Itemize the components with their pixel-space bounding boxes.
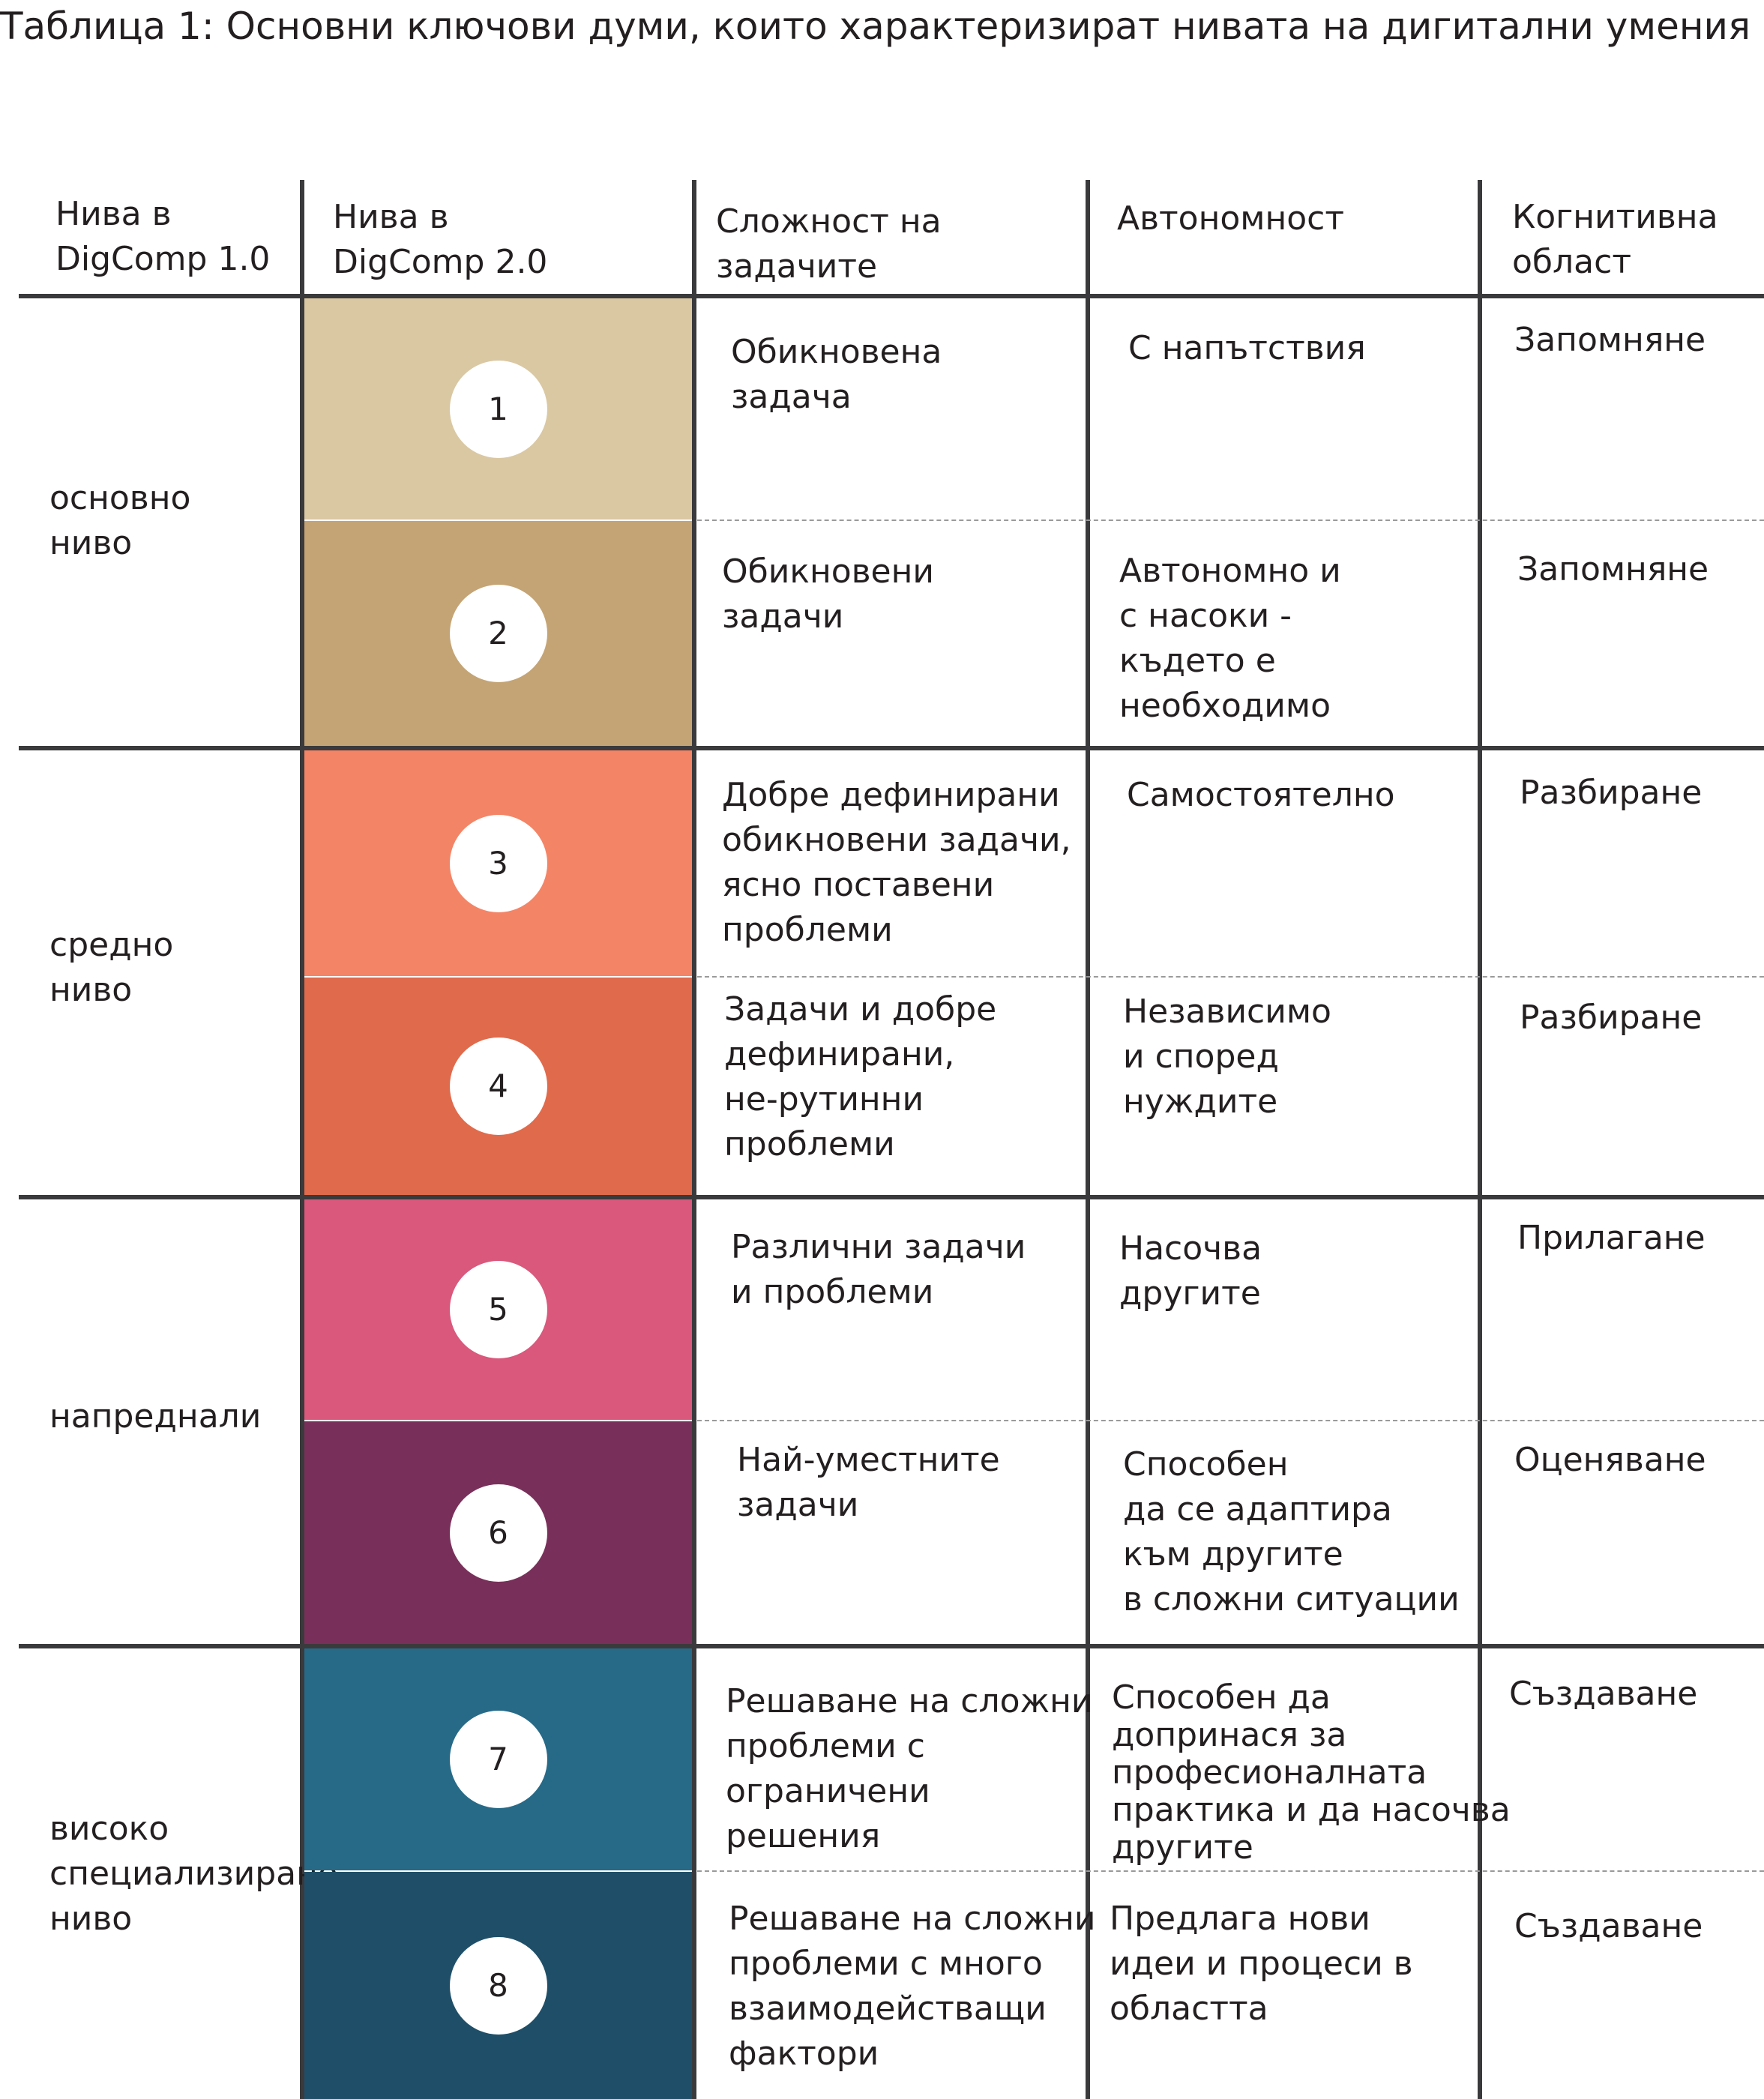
header-digcomp-1: Нива в DigComp 1.0 xyxy=(55,195,271,278)
column-divider xyxy=(692,180,696,2099)
level-band-5: 5 xyxy=(304,1199,692,1420)
autonomy-cell: Независимо и според нуждите xyxy=(1123,993,1331,1121)
cognitive-cell: Създаване xyxy=(1509,1675,1698,1713)
level-band-2: 2 xyxy=(304,521,692,746)
level-number-badge: 6 xyxy=(449,1484,547,1582)
complexity-cell: Обикновени задачи xyxy=(722,552,934,636)
complexity-cell: Различни задачи и проблеми xyxy=(731,1228,1026,1311)
column-divider xyxy=(1086,180,1090,2099)
group-label-basic: основно ниво xyxy=(49,479,191,562)
cognitive-cell: Запомняне xyxy=(1517,550,1709,588)
group-label-highly-specialised: високо специализирано ниво xyxy=(49,1810,338,1938)
autonomy-cell: Насочва другите xyxy=(1119,1229,1262,1313)
row-divider xyxy=(697,1870,1764,1872)
autonomy-cell: Автономно и с насоки - където е необходи… xyxy=(1119,552,1341,725)
autonomy-cell: Самостоятелно xyxy=(1127,776,1395,814)
complexity-cell: Задачи и добре дефинирани, не-рутинни пр… xyxy=(724,990,997,1163)
autonomy-cell: Способен да допринася за професионалната… xyxy=(1112,1678,1511,1867)
level-band-8: 8 xyxy=(304,1872,692,2099)
cognitive-cell: Оценяване xyxy=(1514,1441,1706,1479)
complexity-cell: Обикновена задача xyxy=(731,333,942,416)
group-divider xyxy=(19,1644,1764,1648)
level-number-badge: 7 xyxy=(449,1711,547,1808)
level-number-badge: 8 xyxy=(449,1936,547,2035)
group-label-advanced: напреднали xyxy=(49,1397,262,1436)
level-band-7: 7 xyxy=(304,1648,692,1870)
autonomy-cell: Предлага нови идеи и процеси в областта xyxy=(1110,1900,1413,2028)
level-band-1: 1 xyxy=(304,298,692,520)
table-caption: Таблица 1: Основни ключови думи, които х… xyxy=(0,4,1751,48)
autonomy-cell: С напътствия xyxy=(1128,329,1366,367)
complexity-cell: Решаване на сложни проблеми с много взаи… xyxy=(729,1900,1096,2073)
header-task-complexity: Сложност на задачите xyxy=(716,202,942,286)
group-divider xyxy=(19,1195,1764,1199)
level-band-3: 3 xyxy=(304,750,692,976)
autonomy-cell: Способен да се адаптира към другите в сл… xyxy=(1123,1445,1460,1618)
cognitive-cell: Запомняне xyxy=(1514,321,1706,359)
row-divider xyxy=(697,520,1764,521)
column-divider xyxy=(300,180,304,2099)
row-divider xyxy=(697,976,1764,978)
cognitive-cell: Прилагане xyxy=(1517,1219,1706,1257)
level-number-badge: 1 xyxy=(449,360,547,458)
header-cognitive-domain: Когнитивна област xyxy=(1512,198,1718,281)
cognitive-cell: Разбиране xyxy=(1520,774,1703,812)
row-divider xyxy=(697,1420,1764,1421)
group-divider xyxy=(19,746,1764,750)
complexity-cell: Решаване на сложни проблеми с ограничени… xyxy=(726,1682,1093,1855)
level-number-badge: 2 xyxy=(449,585,547,682)
column-divider xyxy=(1478,180,1482,2099)
complexity-cell: Най-уместните задачи xyxy=(737,1441,1000,1524)
cognitive-cell: Разбиране xyxy=(1520,999,1703,1037)
header-digcomp-2: Нива в DigComp 2.0 xyxy=(333,198,548,281)
group-label-intermediate: средно ниво xyxy=(49,926,174,1009)
complexity-cell: Добре дефинирани обикновени задачи, ясно… xyxy=(722,776,1071,949)
level-band-6: 6 xyxy=(304,1421,692,1644)
level-number-badge: 4 xyxy=(449,1038,547,1135)
level-number-badge: 5 xyxy=(449,1261,547,1358)
level-band-4: 4 xyxy=(304,978,692,1195)
header-autonomy: Автономност xyxy=(1117,199,1344,238)
cognitive-cell: Създаване xyxy=(1514,1907,1703,1945)
header-divider xyxy=(19,294,1764,298)
level-number-badge: 3 xyxy=(449,814,547,912)
